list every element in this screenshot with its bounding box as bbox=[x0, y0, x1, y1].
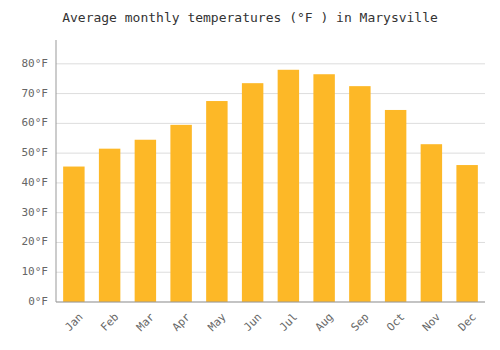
x-tick-label: Mar bbox=[134, 310, 158, 334]
grid-line bbox=[56, 93, 485, 94]
x-tick-label: May bbox=[205, 310, 229, 334]
page: {"chart_data": {"type": "bar", "title": … bbox=[0, 0, 500, 350]
x-tick-label: Dec bbox=[456, 311, 479, 334]
y-tick-label: 80°F bbox=[22, 57, 49, 70]
bar bbox=[278, 70, 299, 302]
y-tick-label: 30°F bbox=[22, 206, 49, 219]
x-tick-label: Aug bbox=[313, 311, 336, 334]
x-axis: Jan Feb Mar Apr May Jun Jul Aug Sep Oct Nov Dec bbox=[56, 302, 485, 334]
y-tick-label: 20°F bbox=[22, 235, 49, 248]
title: Average monthly temperatures (°F ) in Ma… bbox=[62, 10, 438, 25]
bar bbox=[456, 165, 477, 302]
bar bbox=[170, 125, 191, 302]
bar bbox=[135, 140, 156, 302]
x-tick-label: Sep bbox=[348, 311, 371, 334]
y-tick-label: 0°F bbox=[28, 295, 48, 308]
grid-line bbox=[56, 123, 485, 124]
bar bbox=[385, 110, 406, 302]
bar bbox=[99, 149, 120, 302]
x-tick-label: Nov bbox=[420, 310, 444, 334]
grid-line bbox=[56, 302, 485, 303]
x-tick-label: Jun bbox=[241, 311, 264, 334]
y-tick-label: 60°F bbox=[22, 116, 49, 129]
y-axis: 0°F 10°F 20°F 30°F 40°F 50°F 60°F 70°F 80°F bbox=[22, 40, 486, 308]
bar bbox=[63, 167, 84, 302]
bar bbox=[242, 83, 263, 302]
x-tick-label: Feb bbox=[98, 311, 121, 334]
x-tick-label: Oct bbox=[384, 311, 407, 334]
bar bbox=[421, 144, 442, 302]
x-tick-label: Apr bbox=[170, 310, 194, 334]
bar bbox=[313, 74, 334, 302]
x-tick-label: Jan bbox=[62, 311, 85, 334]
y-axis-line bbox=[56, 40, 57, 302]
y-tick-label: 50°F bbox=[22, 146, 49, 159]
bar bbox=[206, 101, 227, 302]
x-axis-line bbox=[56, 302, 485, 303]
bars bbox=[63, 70, 478, 302]
y-tick-label: 70°F bbox=[22, 87, 49, 100]
y-tick-label: 40°F bbox=[22, 176, 49, 189]
grid-line bbox=[56, 63, 485, 64]
y-tick-label: 10°F bbox=[22, 265, 49, 278]
bar bbox=[349, 86, 370, 302]
chart: 0°F 10°F 20°F 30°F 40°F 50°F 60°F 70°F 80°F Jan Fe… bbox=[0, 0, 500, 350]
x-tick-label: Jul bbox=[277, 311, 300, 334]
